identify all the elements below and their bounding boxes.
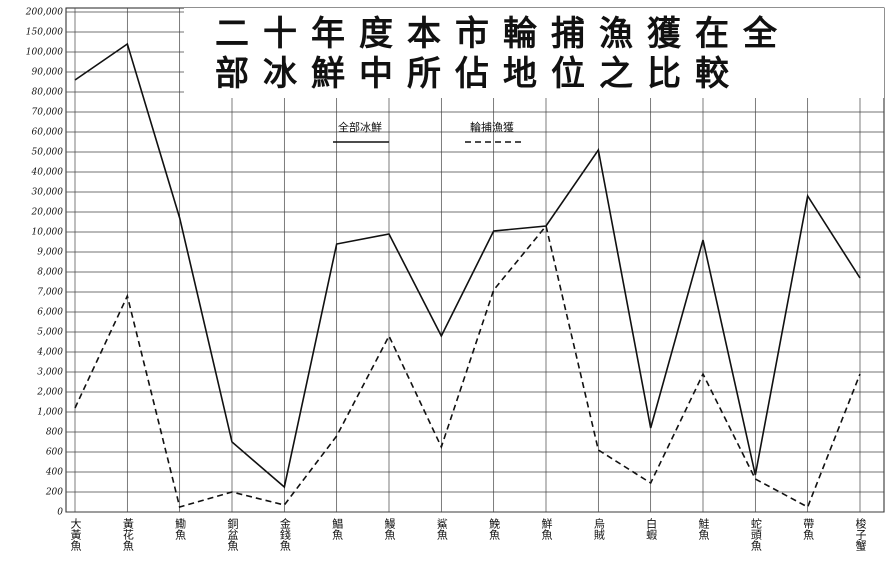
- y-tick-label: 70,000: [32, 108, 64, 118]
- y-tick-label: 90,000: [32, 68, 64, 78]
- x-tick-label: 鯊魚: [435, 518, 448, 541]
- legend-label: 輪捕漁獲: [470, 120, 514, 134]
- x-tick-label: 銅盆魚: [226, 517, 239, 552]
- x-tick-label: 鯧魚: [331, 517, 344, 541]
- legend-label: 全部冰鮮: [338, 120, 382, 134]
- x-tick-label: 鮮魚: [540, 517, 553, 541]
- x-tick-label: 大黃魚: [69, 517, 82, 552]
- x-tick-label: 鰻魚: [383, 517, 396, 541]
- y-tick-label: 80,000: [32, 88, 64, 98]
- chart-title: 二十年度本市輪捕漁獲在全: [215, 14, 791, 54]
- x-tick-label: 鮸魚: [488, 517, 501, 541]
- y-tick-label: 3,000: [37, 368, 63, 378]
- y-tick-label: 40,000: [31, 168, 64, 178]
- y-tick-label: 30,000: [32, 188, 64, 198]
- y-tick-label: 7,000: [37, 288, 63, 298]
- x-tick-label: 鰳魚: [174, 517, 187, 541]
- x-tick-label: 蛇頭魚: [749, 517, 762, 552]
- y-tick-label: 1,000: [37, 408, 63, 418]
- y-tick-label: 4,000: [36, 348, 63, 358]
- title-box: [184, 8, 884, 98]
- x-tick-label: 白蝦: [645, 517, 658, 541]
- x-tick-label: 帶魚: [802, 518, 815, 541]
- y-tick-label: 800: [46, 428, 63, 438]
- y-tick-label: 200: [45, 488, 63, 498]
- y-tick-label: 400: [45, 468, 63, 478]
- y-tick-label: 100,000: [26, 48, 63, 58]
- chart-title: 部冰鮮中所佔地位之比較: [215, 54, 743, 94]
- y-tick-label: 2,000: [36, 388, 63, 398]
- y-tick-label: 50,000: [32, 148, 64, 158]
- x-tick-label: 鮭魚: [697, 517, 710, 541]
- y-tick-label: 20,000: [31, 208, 64, 218]
- data-line: [74, 224, 861, 509]
- y-tick-label: 5,000: [37, 328, 63, 338]
- y-tick-label: 60,000: [32, 128, 64, 138]
- y-tick-label: 6,000: [37, 308, 63, 318]
- y-tick-label: 150,000: [26, 28, 63, 38]
- y-tick-label: 0: [57, 508, 63, 518]
- y-tick-label: 10,000: [32, 228, 64, 238]
- x-tick-label: 烏賊: [592, 517, 605, 541]
- y-tick-label: 8,000: [37, 268, 63, 278]
- x-tick-label: 黃花魚: [121, 518, 134, 552]
- y-tick-label: 600: [46, 448, 63, 458]
- y-tick-label: 9,000: [37, 248, 63, 258]
- data-line: [74, 42, 861, 489]
- y-tick-label: 200,000: [25, 8, 63, 18]
- x-tick-label: 金錢魚: [278, 517, 291, 552]
- x-tick-label: 梭子蟹: [854, 517, 867, 552]
